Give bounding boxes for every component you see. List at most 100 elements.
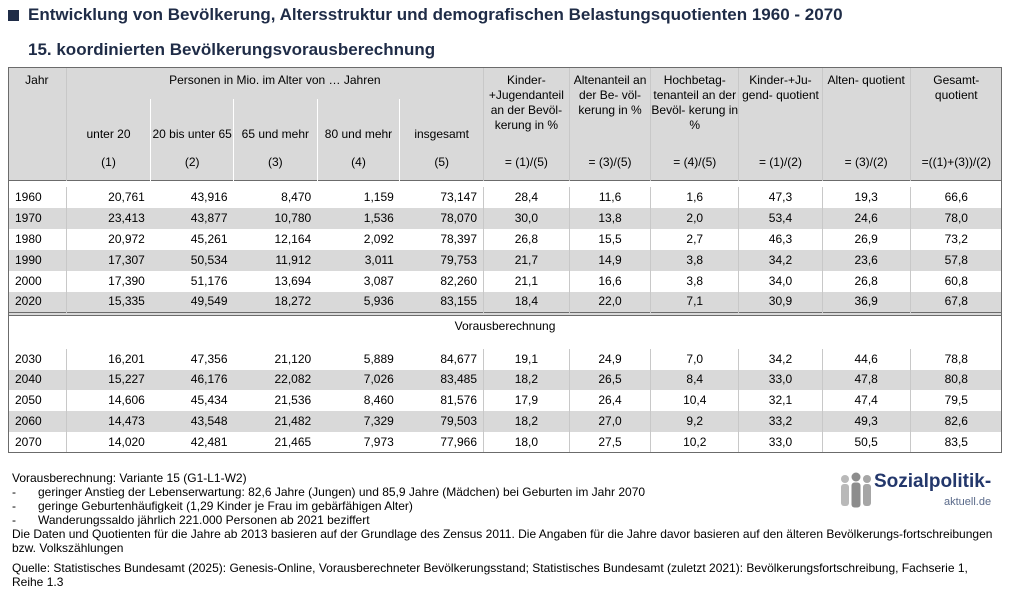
value-cell: 50,5 xyxy=(821,432,911,453)
value-cell: 84,677 xyxy=(440,351,478,366)
value-cell: 21,465 xyxy=(274,435,312,450)
value-cell: 18,2 xyxy=(483,411,570,433)
value-cell: 3,8 xyxy=(650,249,739,271)
value-cell: 44,6 xyxy=(821,348,911,370)
value-cell: 83,155 xyxy=(399,291,484,313)
header-formula-hochbetagt: = (4)/(5) xyxy=(650,150,739,181)
value-cell: 45,434 xyxy=(190,393,228,408)
value-cell: 78,8 xyxy=(909,348,1002,370)
value-cell: 27,0 xyxy=(568,411,651,433)
projection-rows: 2030 16,201 47,356 21,120 5,889 84,677 19,1 24,… xyxy=(8,348,1002,453)
header-formula-altenanteil: = (3)/(5) xyxy=(568,150,651,181)
value-cell: 79,5 xyxy=(909,390,1002,412)
value-cell: 14,9 xyxy=(568,249,651,271)
table-row: 2060 14,473 43,548 21,482 7,329 79,503 18,2 27,… xyxy=(8,411,1002,433)
header-num-3: (3) xyxy=(233,150,318,181)
bullet-dash: - xyxy=(12,499,16,513)
source-note: Quelle: Statistisches Bundesamt (2025): … xyxy=(12,561,968,589)
title-row: Entwicklung von Bevölkerung, Altersstruk… xyxy=(8,4,843,26)
value-cell: 23,6 xyxy=(821,249,911,271)
value-cell: 1,6 xyxy=(650,187,739,209)
value-cell: 12,164 xyxy=(274,231,312,246)
value-cell: 50,534 xyxy=(150,249,234,271)
population-table: Jahr Personen in Mio. im Alter von … Jah… xyxy=(8,67,1002,453)
value-cell: 15,335 xyxy=(65,291,151,313)
value-cell: 47,3 xyxy=(738,187,823,209)
value-cell: 19,1 xyxy=(483,348,570,370)
value-cell: 13,694 xyxy=(274,273,312,288)
note-variant: Vorausberechnung: Variante 15 (G1-L1-W2) xyxy=(12,471,247,485)
year-cell: 1960 xyxy=(15,190,42,205)
note-bullet: - geringer Anstieg der Lebenserwartung: 8… xyxy=(12,485,1002,499)
header-kinderquotient: Kinder-+Ju- gend- quotient xyxy=(738,67,823,151)
value-cell: 49,3 xyxy=(821,411,911,433)
value-cell: 46,3 xyxy=(738,228,823,250)
header-65-und-mehr: 65 und mehr xyxy=(233,98,318,151)
value-cell: 33,0 xyxy=(738,432,823,453)
value-cell: 49,549 xyxy=(150,291,234,313)
note-bullet-text: Wanderungssaldo jährlich 221.000 Persone… xyxy=(38,513,370,527)
value-cell: 17,307 xyxy=(65,249,151,271)
value-cell: 43,877 xyxy=(150,208,234,229)
value-cell: 21,536 xyxy=(274,393,312,408)
year-cell: 2000 xyxy=(15,273,42,288)
table-row: 2040 15,227 46,176 22,082 7,026 83,485 18,2 26,… xyxy=(8,369,1002,391)
value-cell: 13,8 xyxy=(568,208,651,229)
table-row: 2070 14,020 42,481 21,465 7,973 77,966 18,0 27,… xyxy=(8,432,1002,453)
value-cell: 16,6 xyxy=(568,270,651,292)
value-cell: 7,0 xyxy=(650,348,739,370)
value-cell: 81,576 xyxy=(440,393,478,408)
logo-text: Sozialpolitik- xyxy=(874,471,992,492)
value-cell: 10,4 xyxy=(650,390,739,412)
value-cell: 14,473 xyxy=(65,411,151,433)
header-80-und-mehr: 80 und mehr xyxy=(316,98,400,151)
table-row: 1980 20,972 45,261 12,164 2,092 78,397 26,8 15,… xyxy=(8,228,1002,250)
note-bullet-text: geringe Geburtenhäufigkeit (1,29 Kinder … xyxy=(38,499,413,513)
year-cell: 2050 xyxy=(15,393,42,408)
bullet-dash: - xyxy=(12,513,16,527)
value-cell: 30,9 xyxy=(738,291,823,313)
value-cell: 10,2 xyxy=(650,432,739,453)
header-hochbetagtenanteil: Hochbetag- tenanteil an der Bevöl- kerun… xyxy=(650,67,739,151)
value-cell: 8,4 xyxy=(650,369,739,391)
value-cell: 47,4 xyxy=(821,390,911,412)
value-cell: 73,2 xyxy=(909,228,1002,250)
title-bullet-square xyxy=(8,9,19,21)
value-cell: 17,390 xyxy=(65,270,151,292)
value-cell: 16,201 xyxy=(65,348,151,370)
year-cell: 2030 xyxy=(15,351,42,366)
header-altenanteil: Altenanteil an der Be- völ- kerung in % xyxy=(568,67,651,151)
table-row: 2030 16,201 47,356 21,120 5,889 84,677 19,1 24,… xyxy=(8,348,1002,370)
value-cell: 7,329 xyxy=(317,411,400,433)
logo-subtext: aktuell.de xyxy=(944,496,992,508)
value-cell: 26,5 xyxy=(568,369,651,391)
value-cell: 26,9 xyxy=(821,228,911,250)
value-cell: 7,973 xyxy=(363,435,394,450)
value-cell: 11,912 xyxy=(233,249,318,271)
notes-block: Vorausberechnung: Variante 15 (G1-L1-W2)… xyxy=(12,471,1002,589)
value-cell: 21,1 xyxy=(483,270,570,292)
value-cell: 34,2 xyxy=(738,249,823,271)
value-cell: 3,087 xyxy=(363,273,394,288)
value-cell: 67,8 xyxy=(909,291,1002,313)
year-cell: 2070 xyxy=(15,435,42,450)
value-cell: 33,0 xyxy=(738,369,823,391)
value-cell: 60,8 xyxy=(909,270,1002,292)
value-cell: 21,7 xyxy=(483,249,570,271)
value-cell: 20,761 xyxy=(65,187,151,209)
header-formula-kinderquotient: = (1)/(2) xyxy=(738,150,823,181)
header-num-4: (4) xyxy=(316,150,400,181)
value-cell: 7,026 xyxy=(317,369,400,391)
sozialpolitik-logo[interactable]: Sozialpolitik- aktuell.de xyxy=(836,470,1000,510)
value-cell: 43,548 xyxy=(150,411,234,433)
header-formula-kinderanteil: = (1)/(5) xyxy=(483,150,570,181)
value-cell: 3,8 xyxy=(650,270,739,292)
value-cell: 23,413 xyxy=(65,208,151,229)
value-cell: 22,0 xyxy=(568,291,651,313)
value-cell: 5,889 xyxy=(363,351,394,366)
value-cell: 20,972 xyxy=(65,228,151,250)
value-cell: 15,227 xyxy=(65,369,151,391)
value-cell: 10,780 xyxy=(233,208,318,229)
value-cell: 26,4 xyxy=(568,390,651,412)
value-cell: 82,6 xyxy=(909,411,1002,433)
